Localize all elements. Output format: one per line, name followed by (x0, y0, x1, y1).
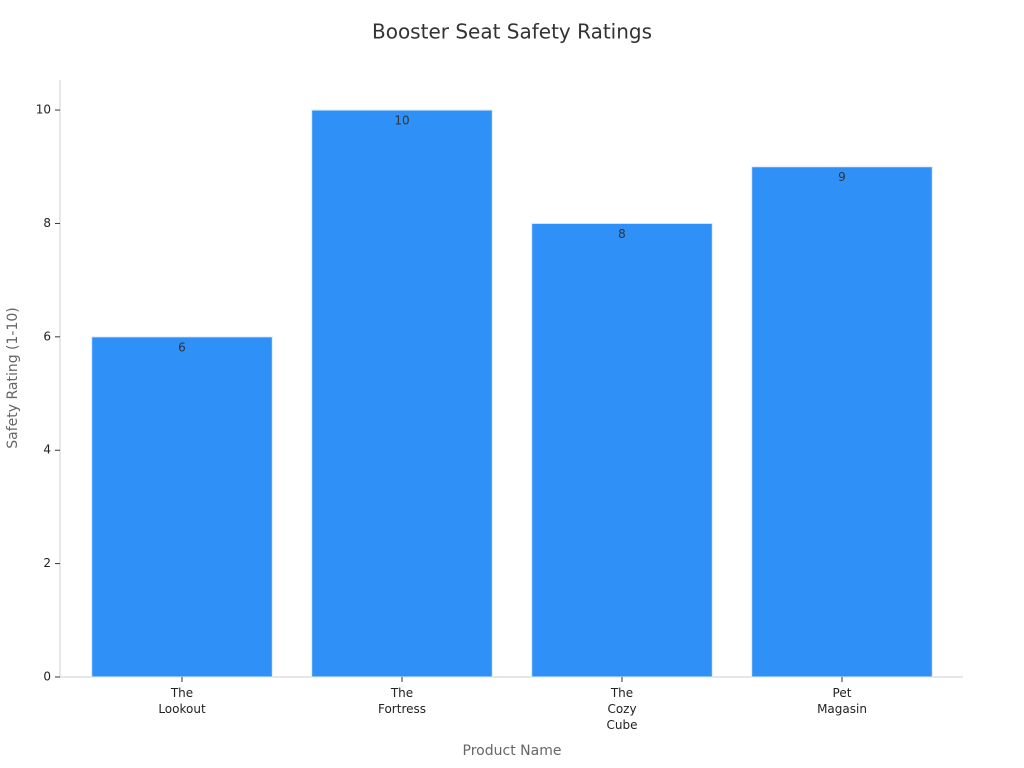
y-tick-label: 8 (43, 216, 51, 230)
bar (531, 222, 713, 678)
y-tick-label: 6 (43, 329, 51, 343)
y-tick-label: 0 (43, 670, 51, 684)
value-label: 10 (394, 114, 409, 128)
x-tick-label: The Lookout (158, 686, 206, 716)
x-tick-label: The Fortress (377, 686, 426, 716)
y-tick-label: 10 (36, 103, 51, 117)
bar (311, 109, 493, 678)
value-label: 6 (178, 340, 186, 354)
bar (751, 166, 933, 678)
x-axis-label: Product Name (463, 743, 562, 759)
y-tick-label: 2 (43, 556, 51, 570)
y-axis-label: Safety Rating (1-10) (5, 307, 21, 449)
chart-title: Booster Seat Safety Ratings (372, 20, 652, 44)
bar (91, 336, 273, 678)
y-tick-label: 4 (43, 443, 51, 457)
x-tick-label: The Cozy Cube (606, 686, 638, 732)
value-label: 9 (838, 170, 846, 184)
value-label: 8 (618, 227, 626, 241)
x-tick-label: Pet Magasin (817, 686, 867, 716)
